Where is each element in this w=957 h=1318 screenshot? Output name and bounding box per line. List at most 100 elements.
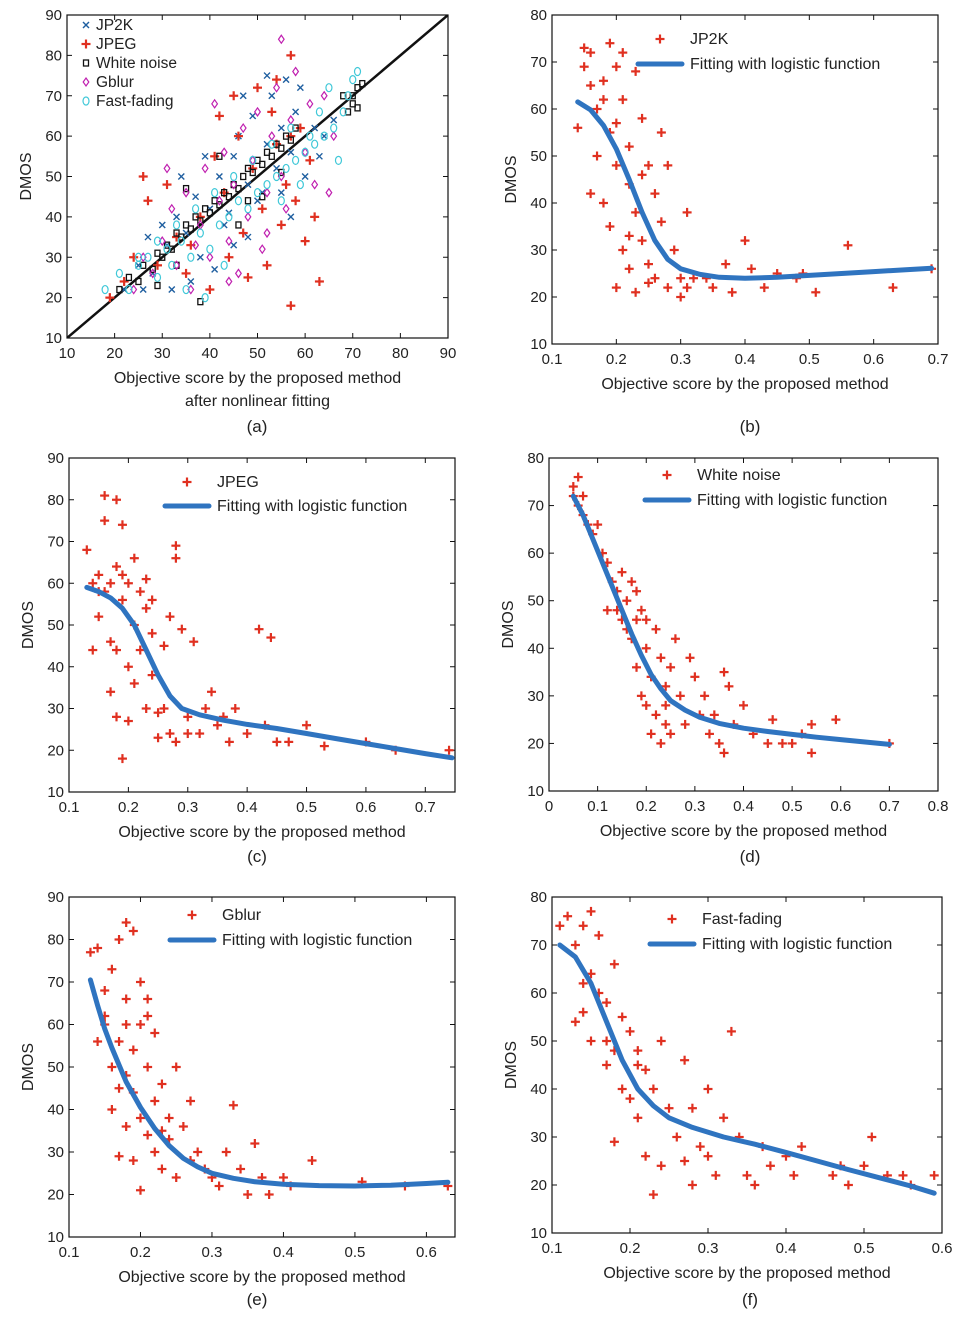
data-point (644, 160, 653, 170)
data-point (354, 84, 361, 92)
legend-label: Fast-fading (702, 911, 782, 928)
data-point (651, 624, 661, 634)
data-point (704, 729, 714, 739)
x-tick-label: 0.2 (636, 798, 657, 815)
data-point (292, 155, 300, 165)
data-point (719, 1113, 729, 1123)
data-point-d2 (187, 277, 195, 285)
data-point (682, 283, 692, 293)
panel-label-c: (c) (247, 847, 267, 866)
data-point-sq (149, 265, 156, 274)
data-point (221, 1147, 231, 1157)
legend-label: Gblur (222, 907, 262, 924)
data-point (115, 268, 123, 278)
data-point (291, 196, 301, 206)
x-axis-label-line2: after nonlinear fitting (185, 393, 330, 410)
y-axis-label: DMOS (20, 601, 37, 649)
legend-label: Fitting with logistic function (217, 498, 407, 515)
data-point-ci (230, 171, 238, 182)
data-point (225, 193, 233, 201)
data-point (140, 261, 147, 269)
data-point (624, 231, 634, 241)
data-point (125, 273, 133, 282)
data-point-ci (330, 123, 338, 133)
data-point (586, 1036, 596, 1046)
data-point (602, 605, 612, 615)
data-point (296, 179, 304, 190)
data-point (656, 1036, 666, 1046)
data-point-sq (287, 136, 294, 144)
data-point (344, 108, 352, 116)
data-point (150, 1147, 160, 1157)
data-point-dm (258, 244, 266, 255)
data-point (292, 124, 299, 132)
data-point-sq (168, 245, 175, 253)
data-point-sq (197, 298, 204, 306)
data-point-dm (244, 211, 252, 222)
panel-label-a: (a) (247, 417, 268, 436)
data-point-sq (249, 168, 256, 177)
data-point (183, 729, 193, 739)
data-point (661, 700, 671, 710)
data-point (147, 595, 157, 605)
data-point (663, 160, 673, 170)
data-point (305, 155, 315, 165)
data-point (141, 574, 151, 584)
chart-d: 0 0.1 0.2 0.3 0.4 0.5 0.6 0.7 0.8 10 20 30 40 50 60 70 8… (500, 450, 948, 866)
y-axis-label: DMOS (500, 601, 517, 649)
y-tick-label: 60 (530, 101, 547, 118)
data-point (112, 495, 122, 505)
data-point (444, 745, 454, 755)
data-point (306, 131, 314, 141)
data-point (617, 567, 627, 577)
data-point-d2 (168, 286, 176, 294)
data-point (187, 252, 195, 262)
data-point (187, 225, 194, 233)
data-point (228, 1100, 238, 1110)
x-tick-label: 0.6 (932, 1240, 953, 1257)
data-point (740, 236, 750, 246)
data-point (230, 241, 238, 249)
data-point (687, 1103, 697, 1113)
data-point (307, 1156, 317, 1165)
data-point (633, 1113, 643, 1123)
data-point (141, 704, 151, 713)
data-point (284, 737, 294, 747)
x-tick-label: 60 (297, 345, 314, 362)
data-point-sq (240, 172, 247, 181)
data-point-ci (311, 139, 319, 149)
data-point-ci (211, 188, 219, 198)
data-point (216, 152, 223, 160)
x-tick-label: 0.2 (620, 1240, 641, 1257)
data-point (636, 605, 646, 615)
data-point (82, 545, 92, 555)
data-point (768, 715, 778, 725)
legend-c: JPEG Fitting with logistic function (162, 474, 407, 515)
data-point (703, 1151, 713, 1161)
data-point (165, 612, 175, 622)
data-point-sq (163, 241, 171, 249)
data-point (138, 172, 148, 181)
data-point (685, 653, 695, 663)
data-point (143, 994, 153, 1004)
data-point (727, 287, 737, 297)
y-tick-label: 30 (527, 688, 544, 705)
data-point (617, 1084, 627, 1094)
plot-area-d (568, 472, 894, 758)
x-tick-label: 0.7 (928, 351, 949, 368)
data-point (618, 95, 628, 105)
data-point-ci (253, 188, 262, 198)
data-point (182, 284, 190, 295)
fit-line (557, 942, 937, 1196)
data-point (777, 738, 787, 748)
data-point-ci (296, 179, 304, 190)
data-point (339, 107, 347, 117)
data-point (173, 213, 181, 221)
data-point (201, 704, 211, 713)
data-point-ci (272, 171, 281, 182)
data-point-sq (154, 281, 161, 290)
data-point (215, 195, 223, 206)
data-point (220, 147, 228, 158)
legend-label: JP2K (96, 17, 134, 34)
legend-label: Fitting with logistic function (702, 936, 892, 953)
